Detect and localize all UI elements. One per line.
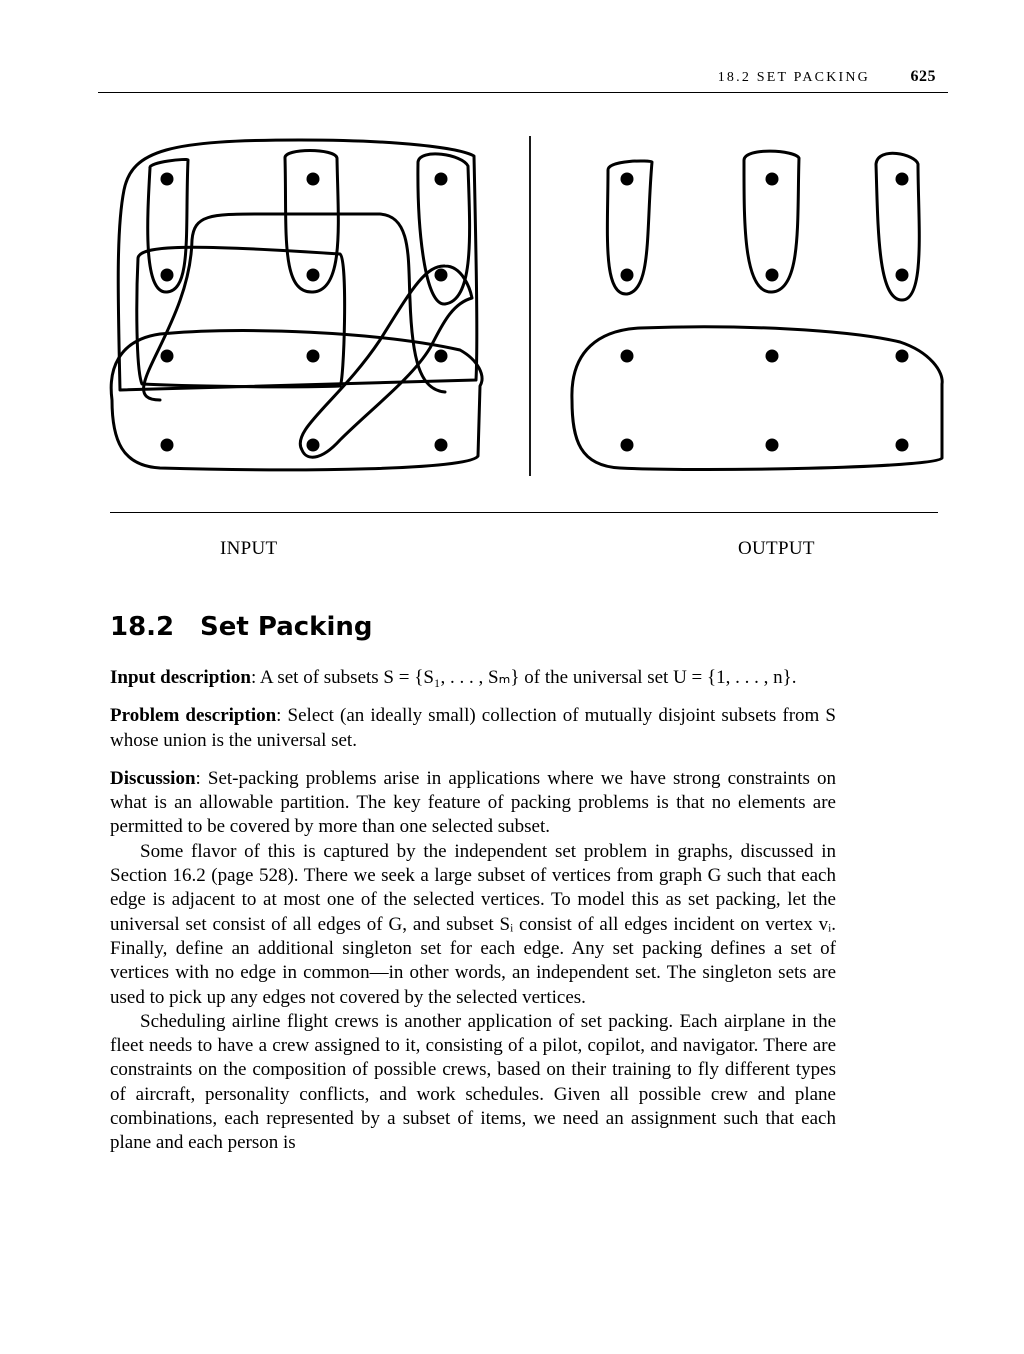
- input-set-inner-square: [135, 245, 347, 389]
- input-element-dot: [434, 268, 448, 282]
- input-element-dot: [434, 172, 448, 186]
- input-set-middle-column: [283, 149, 340, 294]
- problem-description-text: : Select (an ideally small) collection o…: [110, 705, 836, 751]
- section-title: Set Packing: [200, 612, 373, 642]
- output-label: OUTPUT: [738, 538, 815, 559]
- input-set-bottom-wide: [109, 329, 484, 472]
- input-label: INPUT: [220, 538, 278, 559]
- body-text: Input description: A set of subsets S = …: [110, 666, 836, 1156]
- output-element-dot: [765, 349, 779, 363]
- input-set-outer: [116, 138, 479, 392]
- figure-rule: [110, 512, 938, 513]
- input-element-dot: [306, 268, 320, 282]
- input-set-left-column: [146, 158, 190, 294]
- input-set-diagonal-loop: [298, 264, 474, 459]
- output-element-dot: [620, 349, 634, 363]
- output-element-dot: [765, 268, 779, 282]
- output-element-dot: [765, 172, 779, 186]
- output-set-right: [874, 151, 921, 302]
- input-element-dot: [160, 438, 174, 452]
- output-element-dot: [895, 268, 909, 282]
- output-element-dot: [895, 172, 909, 186]
- input-element-dot: [306, 172, 320, 186]
- input-element-dot: [160, 349, 174, 363]
- set-diagram: [109, 136, 944, 476]
- page-number: 625: [910, 68, 936, 85]
- input-description-text: : A set of subsets S = {S₁, . . . , Sₘ} …: [250, 667, 797, 688]
- output-element-dot: [620, 268, 634, 282]
- discussion-label: Discussion: [110, 767, 196, 789]
- output-set-left: [605, 159, 654, 296]
- section-number: 18.2: [110, 612, 175, 642]
- running-header: 18.2 SET PACKING 625: [98, 68, 948, 93]
- discussion-text: : Set-packing problems arise in applicat…: [110, 767, 836, 838]
- airline-crews-paragraph: Scheduling airline flight crews is anoth…: [110, 1010, 836, 1154]
- output-element-dot: [765, 438, 779, 452]
- running-header-section: 18.2 SET PACKING: [717, 70, 870, 85]
- input-element-dot: [160, 268, 174, 282]
- output-set-bottom: [570, 325, 944, 472]
- section-heading: 18.2 Set Packing: [110, 612, 372, 642]
- output-element-dot: [620, 438, 634, 452]
- set-packing-figure: [0, 120, 1024, 520]
- discussion-paragraph: Discussion: Set-packing problems arise i…: [110, 767, 836, 840]
- input-set-arch: [142, 212, 447, 402]
- problem-description-paragraph: Problem description: Select (an ideally …: [110, 704, 836, 753]
- input-element-dot: [434, 438, 448, 452]
- input-element-dot: [306, 349, 320, 363]
- input-element-dot: [160, 172, 174, 186]
- input-description-label: Input description: [110, 667, 251, 688]
- output-element-dot: [895, 349, 909, 363]
- input-element-dot: [434, 349, 448, 363]
- output-element-dot: [895, 438, 909, 452]
- independent-set-paragraph: Some flavor of this is captured by the i…: [110, 840, 836, 1008]
- problem-description-label: Problem description: [110, 705, 277, 727]
- input-description-paragraph: Input description: A set of subsets S = …: [110, 666, 836, 690]
- output-element-dot: [620, 172, 634, 186]
- input-element-dot: [306, 438, 320, 452]
- output-set-middle: [742, 149, 801, 294]
